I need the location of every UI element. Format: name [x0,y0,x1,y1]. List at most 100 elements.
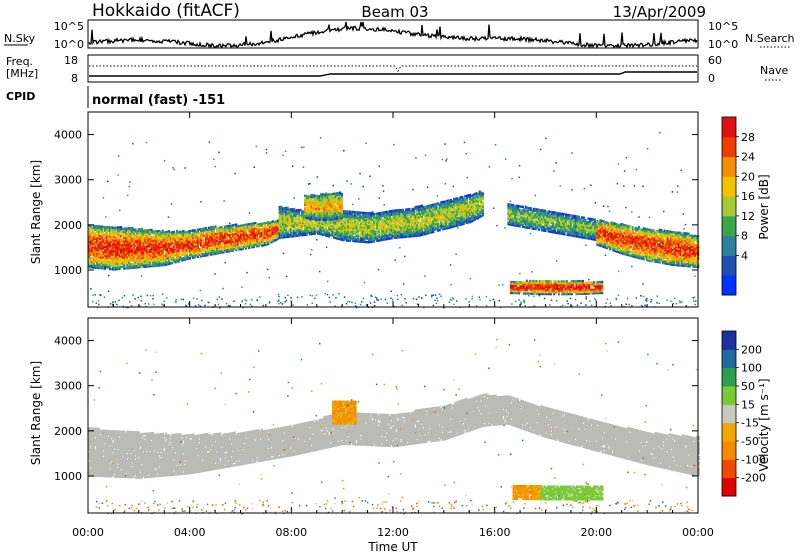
power-cell [187,237,190,241]
power-cell [312,221,315,225]
power-cell [384,212,387,216]
power-cell [158,247,161,251]
power-cell [401,214,404,217]
power-cell [293,224,296,227]
power-cell [252,227,255,231]
power-cell [97,252,100,255]
power-cell [350,212,353,215]
power-cell [161,231,164,234]
power-cell [233,234,236,238]
power-cell [353,212,356,216]
power-cell [123,229,126,232]
power-cell [116,260,119,264]
power-cell [342,235,345,238]
power-cell [469,204,472,208]
power-cell [358,218,361,222]
power-cell [89,239,92,242]
power-cell [414,216,417,220]
power-cell [156,258,159,262]
power-cell [88,224,91,227]
power-cell [264,238,267,241]
power-cell [435,226,438,229]
power-cell [124,240,127,243]
power-cell [376,216,379,219]
power-cell [108,233,111,236]
power-cell [357,238,360,241]
power-cell [123,243,126,247]
power-cell [225,236,228,239]
power-cell [137,260,140,264]
power-cell [184,234,187,238]
power-cell [276,221,279,224]
power-cell [411,225,414,229]
power-cell [166,245,169,248]
power-cell [203,254,206,257]
power-cell [417,234,420,237]
power-cell [99,225,102,228]
power-cell [91,231,94,235]
power-cell [204,239,207,243]
power-cell [366,217,369,220]
power-cell [227,246,230,250]
power-cell [108,253,111,256]
power-cell [473,198,476,201]
power-cell [112,251,115,255]
power-cell [456,208,459,211]
power-cell [414,211,417,214]
power-cell [190,229,193,233]
power-cell [88,242,91,245]
power-cell [435,217,438,220]
power-cell [228,235,231,238]
power-cell [105,254,108,258]
power-cell [211,251,214,254]
power-cell [89,242,92,246]
power-cell [385,210,388,214]
power-cell [246,241,249,244]
power-cell [432,214,435,217]
power-cell [313,223,316,226]
power-cell [304,194,307,198]
power-cell [345,217,348,220]
power-cell [387,223,390,226]
power-cell [344,215,347,219]
power-cell [136,235,139,238]
power-cell [361,215,364,218]
power-cell [272,231,275,234]
power-cell [198,235,201,238]
power-cell [89,233,92,237]
power-cell [131,252,134,255]
power-cell [440,223,443,226]
power-cell [462,211,465,215]
power-cell [160,253,163,256]
power-cell [260,229,263,233]
power-cell [265,241,268,245]
power-cell [262,227,265,231]
power-cell [333,227,336,230]
power-cell [232,238,235,241]
power-cell [246,227,249,230]
power-cell [401,228,404,232]
power-cell [172,230,175,234]
power-cell [301,219,304,222]
power-cell [406,220,409,224]
power-cell [424,216,427,219]
power-cell [419,221,422,224]
power-cell [118,260,121,263]
power-cell [128,250,131,254]
power-cell [453,205,456,208]
power-cell [156,255,159,258]
power-cell [168,255,171,258]
power-cell [139,233,142,236]
power-cell [334,233,337,236]
power-cell [355,212,358,216]
power-cell [89,253,92,256]
power-cell [371,211,374,214]
power-cell [365,224,368,228]
power-cell [118,258,121,262]
power-cell [357,232,360,236]
power-cell [214,232,217,236]
power-cell [317,232,320,235]
power-cell [267,222,270,226]
power-cell [267,230,270,233]
power-cell [201,245,204,249]
